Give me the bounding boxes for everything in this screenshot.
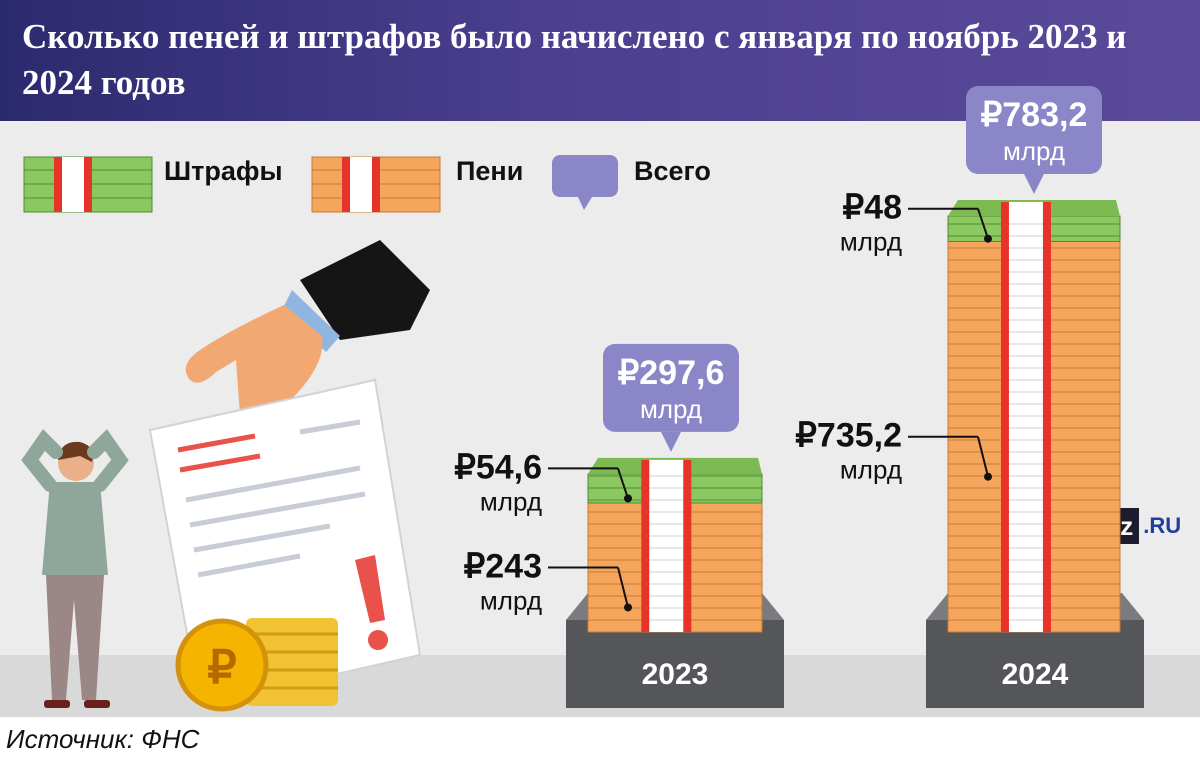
unit-label-penalties: млрд xyxy=(480,585,542,615)
total-callout-tail xyxy=(1024,173,1044,194)
leader-line-fines xyxy=(977,208,989,240)
value-label-total: ₽297,6 xyxy=(618,354,725,392)
total-callout xyxy=(966,85,1102,174)
leader-line-fines xyxy=(617,468,629,499)
legend-swatch-total xyxy=(552,155,618,210)
pedestal xyxy=(566,620,784,708)
chart-value-labels: ₽54,6млрд₽243млрд₽297,6млрд₽48млрд₽735,2… xyxy=(454,85,1102,615)
unit-label-penalties: млрд xyxy=(840,455,902,485)
value-label-fines: ₽48 xyxy=(843,189,902,227)
leader-dot-penalties xyxy=(984,472,992,481)
illustration-coins: ₽ xyxy=(175,618,338,712)
category-label: 2024 xyxy=(1002,658,1069,691)
value-label-penalties: ₽243 xyxy=(464,547,542,585)
header-banner: Сколько пеней и штрафов было начислено с… xyxy=(0,0,1200,121)
unit-label-total: млрд xyxy=(640,394,702,424)
band-red-right xyxy=(683,459,692,632)
unit-label-total: млрд xyxy=(1003,136,1065,166)
illustration-hand xyxy=(185,240,430,425)
leader-dot-penalties xyxy=(624,603,632,612)
band-red-right xyxy=(1042,201,1051,632)
value-label-total: ₽783,2 xyxy=(981,96,1088,134)
unit-label-fines: млрд xyxy=(840,227,902,257)
total-callout-tail xyxy=(661,431,681,452)
leader-dot-fines xyxy=(984,234,992,243)
value-label-penalties: ₽735,2 xyxy=(795,417,902,455)
illustration-person xyxy=(21,429,129,708)
legend-swatch-fines xyxy=(23,156,153,213)
band-white xyxy=(649,459,684,632)
leader-line-penalties xyxy=(977,436,989,477)
unit-label-fines: млрд xyxy=(480,486,542,516)
legend-label-fines: Штрафы xyxy=(164,156,283,186)
category-label: 2023 xyxy=(642,658,709,691)
pedestal xyxy=(926,620,1144,708)
page-title: Сколько пеней и штрафов было начислено с… xyxy=(22,17,1127,102)
svg-text:₽: ₽ xyxy=(207,641,236,693)
footer xyxy=(0,717,1200,758)
brand-logo-ru: .RU xyxy=(1143,513,1182,538)
band-red-left xyxy=(1000,201,1009,632)
band-red-left xyxy=(641,459,650,632)
value-label-fines: ₽54,6 xyxy=(454,448,542,486)
leader-line-penalties xyxy=(617,567,629,608)
source-note: Источник: ФНС xyxy=(6,724,200,754)
legend-label-total: Всего xyxy=(634,156,711,186)
legend-swatch-penalties xyxy=(311,156,441,213)
leader-dot-fines xyxy=(624,494,632,503)
band-white xyxy=(1008,201,1043,632)
total-callout xyxy=(603,343,739,432)
legend-label-penalties: Пени xyxy=(456,156,524,186)
